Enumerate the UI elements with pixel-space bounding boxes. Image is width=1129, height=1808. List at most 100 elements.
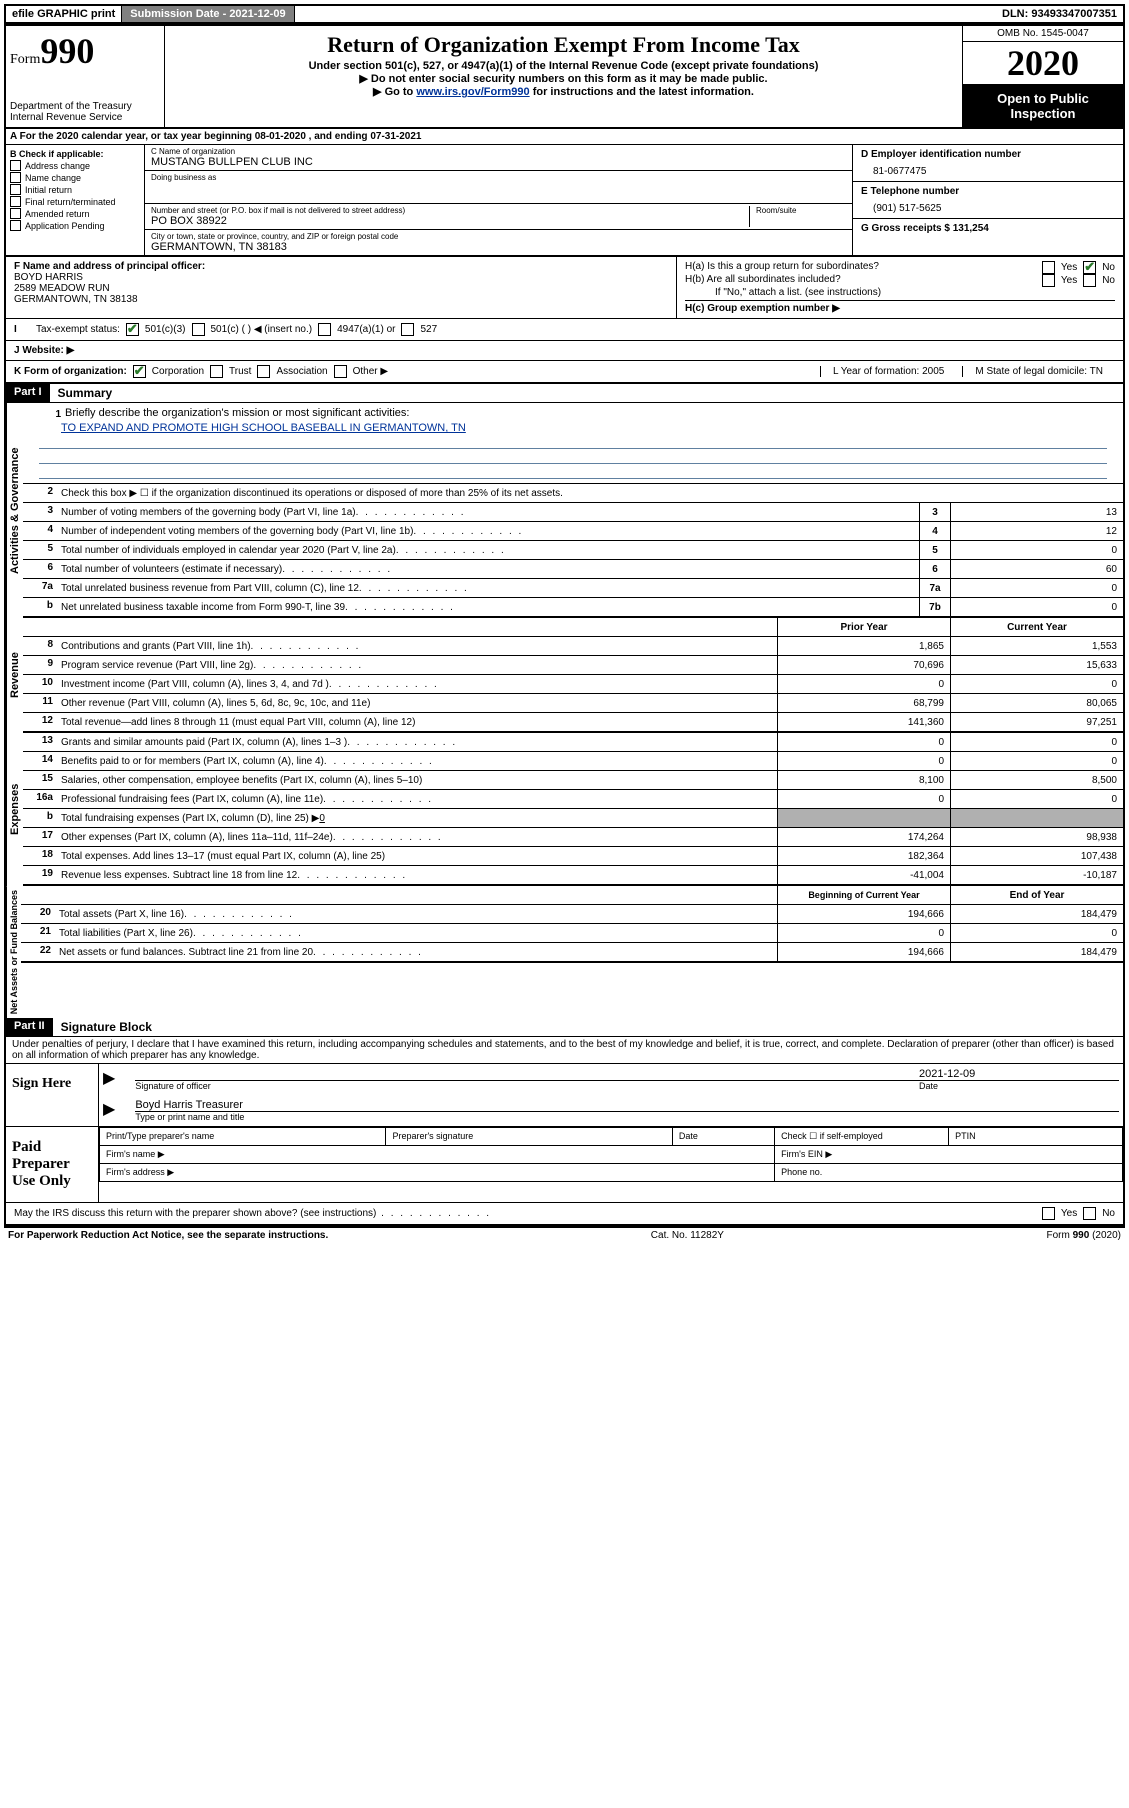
l5-text: Total number of individuals employed in … bbox=[57, 541, 919, 559]
dba-label: Doing business as bbox=[151, 173, 846, 182]
hb-label: H(b) Are all subordinates included? bbox=[685, 274, 841, 287]
inspection-label: Open to Public Inspection bbox=[963, 85, 1123, 127]
corp-checkbox[interactable] bbox=[133, 365, 146, 378]
org-name: MUSTANG BULLPEN CLUB INC bbox=[151, 156, 846, 168]
addr-label: Number and street (or P.O. box if mail i… bbox=[151, 206, 749, 215]
p19: -41,004 bbox=[777, 866, 950, 884]
l4-val: 12 bbox=[950, 522, 1123, 540]
form-no-footer: Form 990 (2020) bbox=[1047, 1230, 1121, 1241]
l20-text: Total assets (Part X, line 16) bbox=[55, 905, 777, 923]
row-j: J Website: ▶ bbox=[6, 341, 1123, 361]
checkbox-final-return[interactable]: Final return/terminated bbox=[10, 196, 140, 207]
vert-governance: Activities & Governance bbox=[6, 403, 23, 618]
part2-header-row: Part II Signature Block bbox=[6, 1018, 1123, 1037]
p20: 194,666 bbox=[777, 905, 950, 923]
l7a-val: 0 bbox=[950, 579, 1123, 597]
assoc-checkbox[interactable] bbox=[257, 365, 270, 378]
top-bar: efile GRAPHIC print Submission Date - 20… bbox=[4, 4, 1125, 24]
paperwork-notice: For Paperwork Reduction Act Notice, see … bbox=[8, 1230, 328, 1241]
l19-text: Revenue less expenses. Subtract line 18 … bbox=[57, 866, 777, 884]
firm-name: Firm's name ▶ bbox=[100, 1146, 775, 1164]
c20: 184,479 bbox=[950, 905, 1123, 923]
form-number: Form990 bbox=[10, 30, 160, 72]
p15: 8,100 bbox=[777, 771, 950, 789]
arrow-icon: ▶ bbox=[103, 1068, 115, 1091]
dept-label: Department of the Treasury bbox=[10, 101, 160, 112]
c18: 107,438 bbox=[950, 847, 1123, 865]
l6-val: 60 bbox=[950, 560, 1123, 578]
ha-no-checkbox[interactable] bbox=[1083, 261, 1096, 274]
form-container: Form990 Department of the Treasury Inter… bbox=[4, 24, 1125, 1228]
c13: 0 bbox=[950, 733, 1123, 751]
l14-text: Benefits paid to or for members (Part IX… bbox=[57, 752, 777, 770]
vert-revenue: Revenue bbox=[6, 618, 23, 733]
d-label: D Employer identification number bbox=[861, 149, 1115, 160]
room-label: Room/suite bbox=[756, 206, 846, 215]
hb-no-checkbox[interactable] bbox=[1083, 274, 1096, 287]
501c3-checkbox[interactable] bbox=[126, 323, 139, 336]
c19: -10,187 bbox=[950, 866, 1123, 884]
submission-date-button[interactable]: Submission Date - 2021-12-09 bbox=[122, 6, 294, 22]
org-address: PO BOX 38922 bbox=[151, 215, 749, 227]
part1-badge: Part I bbox=[6, 384, 50, 402]
c8: 1,553 bbox=[950, 637, 1123, 655]
hdr-prior: Prior Year bbox=[777, 618, 950, 636]
c10: 0 bbox=[950, 675, 1123, 693]
firm-phone: Phone no. bbox=[775, 1164, 1123, 1182]
vert-netassets: Net Assets or Fund Balances bbox=[6, 886, 21, 1018]
checkbox-application-pending[interactable]: Application Pending bbox=[10, 220, 140, 231]
hdr-beg: Beginning of Current Year bbox=[777, 886, 950, 904]
l2-text: Check this box ▶ ☐ if the organization d… bbox=[57, 484, 1123, 502]
sig-date-label: Date bbox=[919, 1081, 1119, 1091]
paid-preparer-label: Paid Preparer Use Only bbox=[6, 1127, 99, 1202]
section-b: B Check if applicable: Address change Na… bbox=[6, 145, 1123, 257]
other-checkbox[interactable] bbox=[334, 365, 347, 378]
c14: 0 bbox=[950, 752, 1123, 770]
firm-ein: Firm's EIN ▶ bbox=[775, 1146, 1123, 1164]
p9: 70,696 bbox=[777, 656, 950, 674]
instr-1: ▶ Do not enter social security numbers o… bbox=[173, 72, 954, 85]
l22-text: Net assets or fund balances. Subtract li… bbox=[55, 943, 777, 961]
checkbox-amended[interactable]: Amended return bbox=[10, 208, 140, 219]
part1-header-row: Part I Summary bbox=[6, 384, 1123, 403]
trust-checkbox[interactable] bbox=[210, 365, 223, 378]
501c-checkbox[interactable] bbox=[192, 323, 205, 336]
discuss-yes-checkbox[interactable] bbox=[1042, 1207, 1055, 1220]
c16a: 0 bbox=[950, 790, 1123, 808]
checkbox-address-change[interactable]: Address change bbox=[10, 160, 140, 171]
sign-here-section: Sign Here ▶ 2021-12-09 Signature of offi… bbox=[6, 1064, 1123, 1127]
ha-yes-checkbox[interactable] bbox=[1042, 261, 1055, 274]
pt-ptin: PTIN bbox=[949, 1128, 1123, 1146]
footer: For Paperwork Reduction Act Notice, see … bbox=[4, 1228, 1125, 1243]
p12: 141,360 bbox=[777, 713, 950, 731]
c11: 80,065 bbox=[950, 694, 1123, 712]
4947-checkbox[interactable] bbox=[318, 323, 331, 336]
hb-yes-checkbox[interactable] bbox=[1042, 274, 1055, 287]
p11: 68,799 bbox=[777, 694, 950, 712]
l7b-text: Net unrelated business taxable income fr… bbox=[57, 598, 919, 616]
dln-label: DLN: 93493347007351 bbox=[996, 6, 1123, 22]
tax-year: 2020 bbox=[963, 42, 1123, 85]
l6-text: Total number of volunteers (estimate if … bbox=[57, 560, 919, 578]
l10-text: Investment income (Part VIII, column (A)… bbox=[57, 675, 777, 693]
officer-name: BOYD HARRIS bbox=[14, 272, 668, 283]
c15: 8,500 bbox=[950, 771, 1123, 789]
p10: 0 bbox=[777, 675, 950, 693]
name-title-label: Type or print name and title bbox=[135, 1112, 1119, 1122]
c-label: C Name of organization bbox=[151, 147, 846, 156]
c22: 184,479 bbox=[950, 943, 1123, 961]
checkbox-initial-return[interactable]: Initial return bbox=[10, 184, 140, 195]
sign-here-label: Sign Here bbox=[6, 1064, 99, 1126]
b-header: B Check if applicable: bbox=[10, 149, 140, 159]
527-checkbox[interactable] bbox=[401, 323, 414, 336]
l8-text: Contributions and grants (Part VIII, lin… bbox=[57, 637, 777, 655]
tax-year-row: A For the 2020 calendar year, or tax yea… bbox=[6, 129, 1123, 145]
checkbox-name-change[interactable]: Name change bbox=[10, 172, 140, 183]
hdr-end: End of Year bbox=[950, 886, 1123, 904]
discuss-text: May the IRS discuss this return with the… bbox=[14, 1208, 1042, 1219]
sig-officer-label: Signature of officer bbox=[135, 1081, 919, 1091]
l-year: L Year of formation: 2005 bbox=[820, 366, 956, 377]
discuss-no-checkbox[interactable] bbox=[1083, 1207, 1096, 1220]
irs-link[interactable]: www.irs.gov/Form990 bbox=[416, 86, 529, 98]
p14: 0 bbox=[777, 752, 950, 770]
